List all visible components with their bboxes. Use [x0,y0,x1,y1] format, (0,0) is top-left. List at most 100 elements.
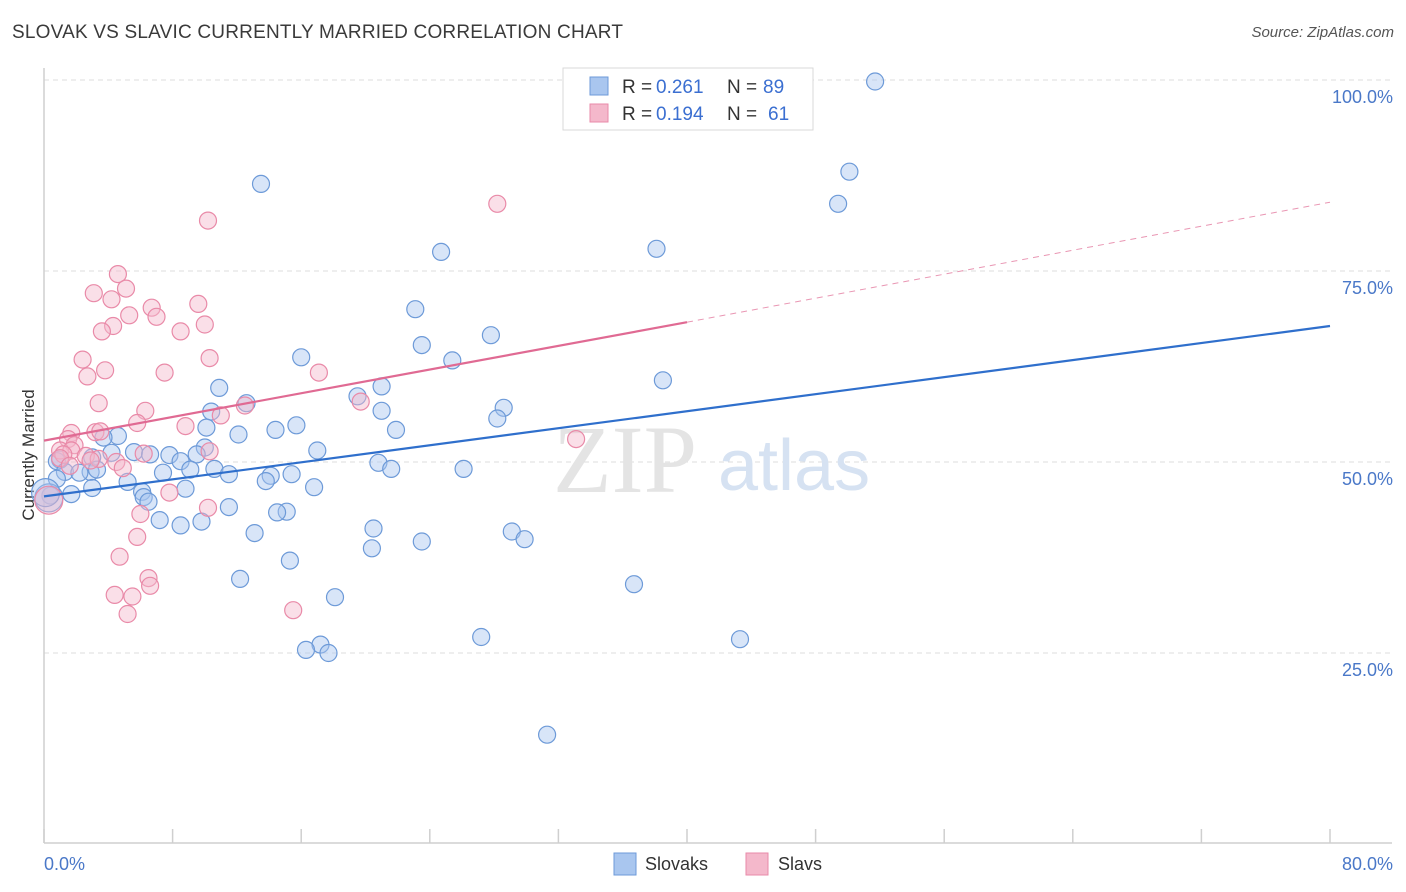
point-slovaks-32 [160,446,179,465]
bottom-legend-slavs: Slavs [778,854,822,874]
point-slavs-21 [351,392,370,411]
point-slovaks-81 [296,640,316,660]
point-slovaks-4 [432,242,451,261]
point-slovaks-63 [277,502,296,521]
legend-swatch-slavs [589,103,609,123]
point-slovaks-27 [308,441,327,460]
point-slovaks-71 [412,532,431,551]
stats-legend: R = 0.261 N = 89 R = 0.194 N = 61 [562,67,814,131]
x-tick-labels: 0.0% 80.0% [44,854,1393,874]
point-slavs-48 [128,527,147,547]
point-slavs-0 [488,194,507,213]
trend-lines [43,201,1331,498]
point-slovaks-9 [292,348,311,367]
point-slovaks-46 [70,463,89,482]
trend-slavs-extrapolated [686,201,1331,323]
point-slovaks-67 [171,516,190,535]
point-slovaks-66 [150,510,169,530]
chart-title: SLOVAK VS SLAVIC CURRENTLY MARRIED CORRE… [12,22,624,43]
point-slavs-7 [142,298,161,317]
watermark-zip: ZIP [553,406,697,513]
y-tick-label-0: 100.0% [1332,87,1393,107]
point-slovaks-48 [219,465,238,484]
point-slovaks-69 [245,523,264,543]
point-slavs-41 [81,451,100,470]
axes [43,68,1392,844]
point-slavs-12 [92,322,112,341]
point-slavs-17 [155,363,174,382]
point-slavs-15 [200,349,219,368]
bottom-legend-swatch-slavs [745,852,769,876]
legend-r-label-2: R = [622,104,652,125]
series-slavs-points [34,194,586,624]
point-slavs-51 [141,576,160,595]
point-slovaks-19 [488,409,507,428]
point-slavs-9 [147,307,166,326]
point-slovaks-75 [231,569,250,589]
point-slavs-6 [189,294,208,313]
point-slovaks-52 [256,472,275,491]
point-slovaks-0 [865,72,885,91]
point-slovaks-1 [251,174,271,193]
point-slavs-14 [73,350,92,369]
point-slovaks-24 [229,425,248,444]
point-slavs-16 [95,361,115,380]
legend-r-slavs: 0.194 [656,104,704,125]
point-slavs-18 [309,363,328,382]
point-slovaks-54 [83,478,102,498]
series-slovaks-points [30,72,885,744]
point-slovaks-39 [382,459,401,478]
legend-r-label: R = [622,77,652,98]
x-tick-label-1: 80.0% [1342,854,1393,874]
bottom-legend-slovaks: Slovaks [645,854,708,874]
point-slovaks-82 [319,643,338,663]
point-slovaks-83 [537,725,557,744]
point-slavs-54 [284,601,303,620]
point-slavs-47 [131,504,150,524]
point-slavs-13 [171,322,190,341]
point-slavs-56 [34,485,64,515]
point-slovaks-72 [515,530,534,549]
point-slovaks-3 [828,194,848,213]
y-tick-labels: 100.0% 75.0% 50.0% 25.0% [1332,87,1393,680]
point-slovaks-14 [348,387,367,406]
point-slovaks-12 [210,378,229,397]
point-slovaks-49 [282,465,301,484]
point-slavs-24 [211,406,230,425]
bottom-legend-swatch-slovaks [613,852,637,876]
point-slovaks-64 [268,503,287,522]
point-slavs-10 [195,315,214,334]
point-slovaks-23 [266,420,285,439]
point-slovaks-5 [647,239,666,258]
gridlines [44,79,1392,654]
point-slavs-1 [198,211,218,230]
point-slavs-52 [105,585,124,605]
legend-n-slavs: 61 [768,104,789,125]
point-slovaks-40 [454,459,473,478]
point-slovaks-68 [364,519,383,538]
point-slovaks-16 [494,398,513,417]
point-slavs-49 [110,547,129,566]
series-legend: Slovaks Slavs [613,852,822,876]
legend-swatch-slovaks [589,76,609,96]
legend-r-slovaks: 0.261 [656,77,704,98]
point-slovaks-73 [362,539,381,558]
point-slavs-32 [566,430,586,449]
point-slavs-43 [60,456,79,475]
point-slavs-55 [118,604,137,624]
point-slavs-46 [198,498,218,517]
y-tick-label-3: 25.0% [1342,660,1393,680]
chart-source: Source: ZipAtlas.com [1251,24,1394,41]
point-slavs-8 [120,306,139,325]
point-slavs-4 [116,279,136,298]
point-slavs-44 [113,459,132,478]
point-slavs-11 [103,316,123,336]
point-slovaks-77 [325,588,345,607]
point-slovaks-78 [472,627,491,647]
y-tick-label-2: 50.0% [1342,469,1393,489]
point-slovaks-76 [624,575,644,594]
point-slovaks-30 [141,445,160,464]
point-slavs-39 [200,442,219,461]
trend-slavs [43,321,688,442]
